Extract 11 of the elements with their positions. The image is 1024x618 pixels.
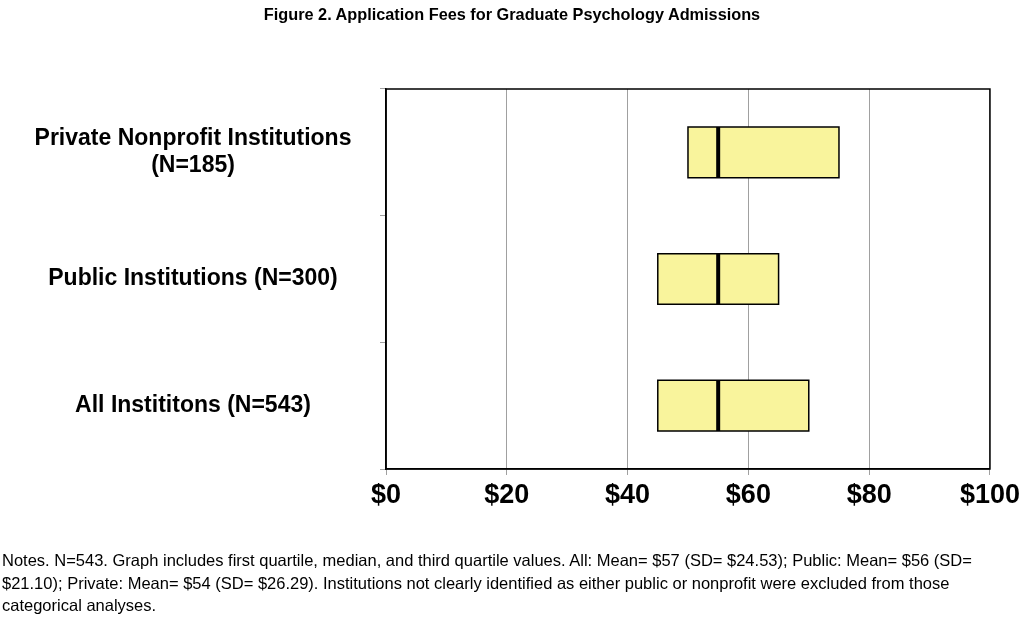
text: Notes. N=543. Graph includes first quartile, median, and third quartile values. All: Mean= $57 (SD= $24.53); Public: Mean= $56 (SD= $21.10); Private: Mean= $54 (SD= $26.29). Institutions not clearly identified as either public or nonprofit were excluded from those categorical analyses.: [2, 550, 973, 616]
chart-title: Figure 2. Application Fees for Graduate Psychology Admissions: [262, 5, 762, 24]
x-tick-label: $100: [959, 478, 1021, 509]
x-tick-label: $0: [370, 478, 402, 509]
x-tick-label: $40: [605, 478, 651, 509]
y-tick-label: Public Institutions (N=300): [48, 264, 338, 291]
x-tick-label: $60: [725, 478, 771, 509]
x-tick-label: $20: [484, 478, 530, 509]
x-tick-label: $80: [846, 478, 892, 509]
y-tick-label: Private Nonprofit Institutions (N=185): [34, 123, 352, 178]
y-tick-label: All Instititons (N=543): [75, 391, 311, 418]
